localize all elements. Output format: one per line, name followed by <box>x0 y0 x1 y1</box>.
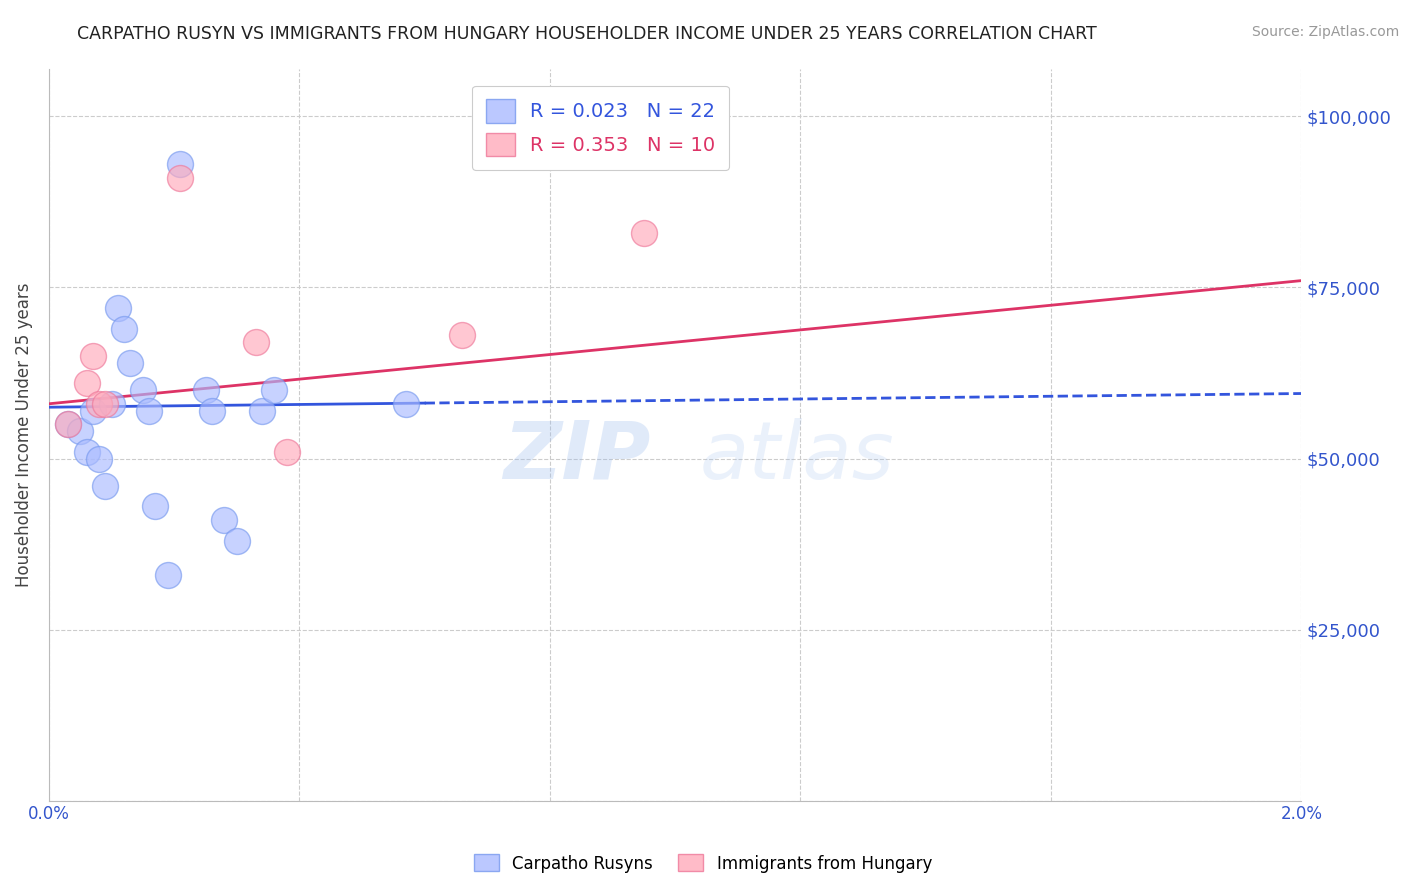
Point <box>169 157 191 171</box>
Point <box>87 397 110 411</box>
Point <box>138 403 160 417</box>
Point <box>76 376 98 391</box>
Point <box>201 403 224 417</box>
Point <box>94 397 117 411</box>
Point <box>156 567 179 582</box>
Legend: R = 0.023   N = 22, R = 0.353   N = 10: R = 0.023 N = 22, R = 0.353 N = 10 <box>472 86 730 170</box>
Point <box>245 335 267 350</box>
Point <box>263 383 285 397</box>
Point <box>76 444 98 458</box>
Text: ZIP: ZIP <box>503 417 650 496</box>
Point <box>82 349 104 363</box>
Point <box>633 226 655 240</box>
Point <box>132 383 155 397</box>
Point <box>100 397 122 411</box>
Point <box>214 513 236 527</box>
Legend: Carpatho Rusyns, Immigrants from Hungary: Carpatho Rusyns, Immigrants from Hungary <box>467 847 939 880</box>
Text: Source: ZipAtlas.com: Source: ZipAtlas.com <box>1251 25 1399 39</box>
Point <box>82 403 104 417</box>
Point <box>56 417 79 432</box>
Point <box>169 171 191 186</box>
Y-axis label: Householder Income Under 25 years: Householder Income Under 25 years <box>15 283 32 587</box>
Point <box>395 397 418 411</box>
Point <box>145 500 167 514</box>
Point <box>87 451 110 466</box>
Text: CARPATHO RUSYN VS IMMIGRANTS FROM HUNGARY HOUSEHOLDER INCOME UNDER 25 YEARS CORR: CARPATHO RUSYN VS IMMIGRANTS FROM HUNGAR… <box>77 25 1097 43</box>
Point <box>56 417 79 432</box>
Point <box>112 321 135 335</box>
Point <box>225 533 247 548</box>
Point <box>120 356 142 370</box>
Point <box>107 301 129 315</box>
Point <box>276 444 298 458</box>
Point <box>194 383 217 397</box>
Point <box>451 328 474 343</box>
Point <box>250 403 273 417</box>
Text: atlas: atlas <box>700 417 894 496</box>
Point <box>69 424 91 438</box>
Point <box>94 479 117 493</box>
